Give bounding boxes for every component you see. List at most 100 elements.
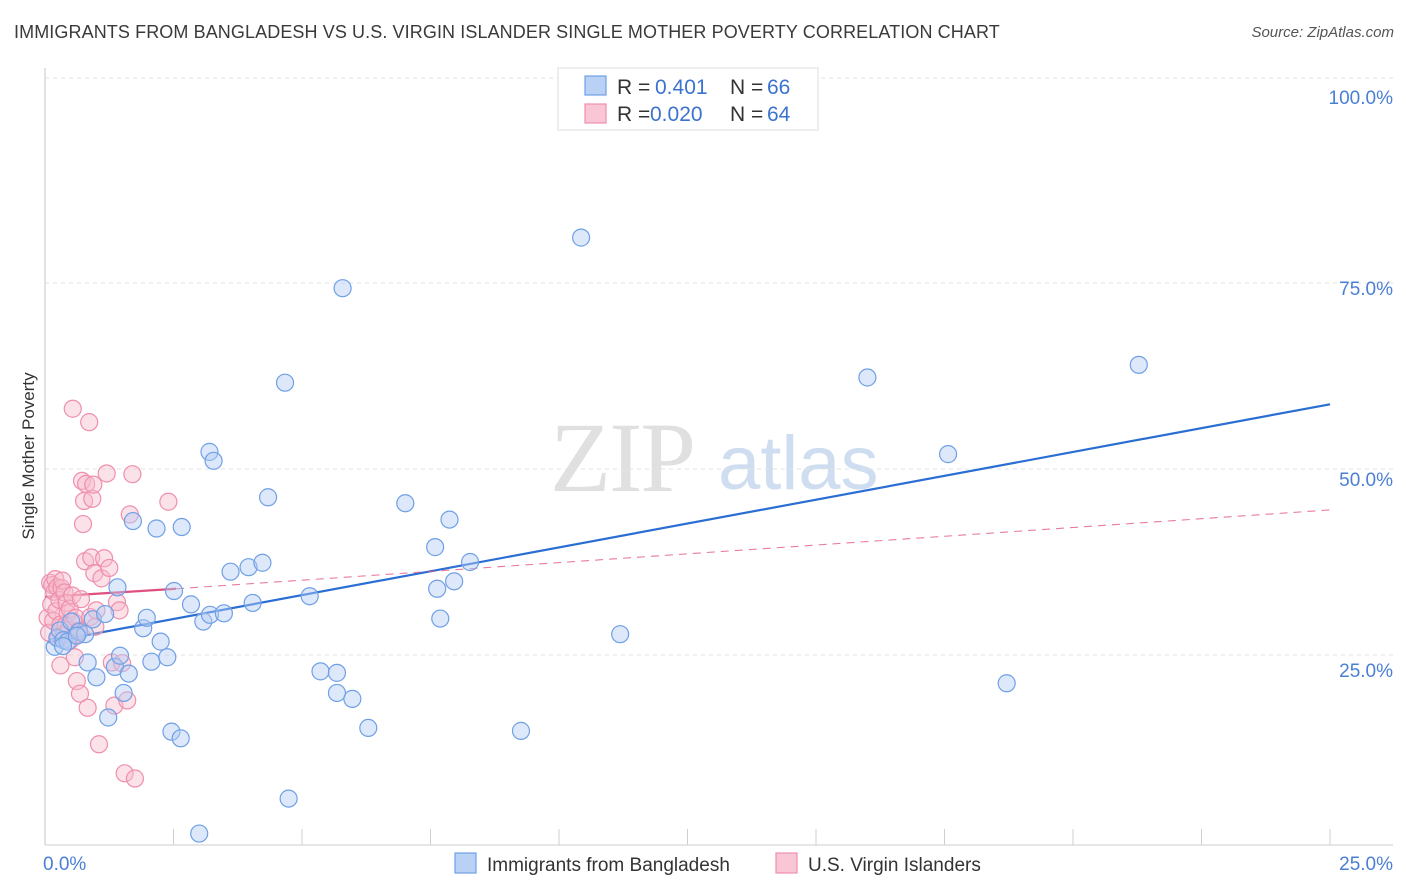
- data-point-bangladesh: [396, 494, 415, 513]
- legend-r-value-1: 0.401: [655, 76, 708, 99]
- legend-swatch-blue: [584, 75, 607, 96]
- data-point-bangladesh: [258, 488, 278, 507]
- chart-title: IMMIGRANTS FROM BANGLADESH VS U.S. VIRGI…: [14, 22, 1000, 42]
- data-point-bangladesh: [440, 510, 459, 529]
- data-point-virgin-islanders: [80, 413, 99, 432]
- data-point-bangladesh: [428, 579, 447, 598]
- data-point-bangladesh: [114, 683, 133, 703]
- tick-labels: 25.0% 50.0% 75.0% 100.0% 0.0% 25.0%: [43, 88, 1393, 875]
- data-point-virgin-islanders: [159, 492, 178, 511]
- y-axis-title: Single Mother Poverty: [19, 372, 38, 540]
- data-point-bangladesh: [359, 718, 378, 738]
- source-label: Source: ZipAtlas.com: [1251, 24, 1394, 41]
- data-point-virgin-islanders: [97, 464, 116, 483]
- data-point-virgin-islanders: [125, 769, 145, 788]
- data-point-virgin-islanders: [70, 684, 90, 703]
- data-point-virgin-islanders: [110, 601, 129, 620]
- data-point-bangladesh: [99, 708, 118, 727]
- data-point-bangladesh: [142, 652, 161, 671]
- data-point-bangladesh: [997, 674, 1016, 693]
- data-point-bangladesh: [200, 605, 220, 624]
- data-point-virgin-islanders: [51, 656, 70, 675]
- data-point-bangladesh: [123, 511, 142, 531]
- data-point-virgin-islanders: [73, 514, 93, 534]
- data-point-bangladesh: [147, 519, 166, 538]
- axes: [44, 68, 1393, 846]
- legend-top: R = 0.401 N = 66 R = 0.020 N = 64: [557, 67, 819, 131]
- data-point-bangladesh: [162, 722, 181, 741]
- data-point-virgin-islanders: [95, 549, 114, 568]
- y-tick-label: 25.0%: [1339, 661, 1393, 682]
- legend-r-value-2: 0.020: [650, 103, 703, 126]
- data-point-bangladesh: [87, 668, 106, 687]
- data-point-bangladesh: [110, 646, 130, 665]
- data-point-virgin-islanders: [87, 601, 106, 620]
- data-point-bangladesh: [311, 662, 330, 681]
- data-point-virgin-islanders: [123, 465, 142, 484]
- data-point-bangladesh: [53, 636, 73, 656]
- legend-bottom: Immigrants from Bangladesh U.S. Virgin I…: [454, 852, 981, 876]
- data-point-virgin-islanders: [84, 475, 103, 494]
- data-point-virgin-islanders: [63, 399, 82, 418]
- bottom-legend-label-pink: U.S. Virgin Islanders: [808, 855, 981, 876]
- data-point-virgin-islanders: [63, 586, 82, 605]
- data-point-bangladesh: [858, 368, 877, 387]
- data-point-bangladesh: [171, 729, 190, 748]
- legend-n-label-2: N =: [730, 103, 763, 126]
- data-point-bangladesh: [511, 721, 531, 740]
- legend-r-label-1: R =: [617, 76, 650, 99]
- data-point-bangladesh: [158, 648, 177, 667]
- y-tick-label: 100.0%: [1329, 88, 1394, 109]
- bottom-legend-swatch-pink: [775, 852, 798, 874]
- data-point-bangladesh: [172, 517, 191, 537]
- legend-n-label-1: N =: [730, 76, 763, 99]
- data-point-bangladesh: [204, 451, 223, 470]
- series-bangladesh: [45, 228, 1148, 843]
- data-point-bangladesh: [119, 664, 138, 683]
- data-point-virgin-islanders: [83, 489, 102, 508]
- data-point-bangladesh: [445, 572, 464, 591]
- data-point-bangladesh: [333, 279, 352, 298]
- data-point-virgin-islanders: [71, 590, 91, 609]
- data-point-virgin-islanders: [81, 607, 100, 627]
- data-point-bangladesh: [253, 553, 272, 572]
- data-point-bangladesh: [1129, 355, 1148, 374]
- data-point-bangladesh: [343, 689, 362, 708]
- data-point-bangladesh: [243, 593, 262, 613]
- watermark-zip: ZIP: [550, 402, 694, 513]
- data-point-bangladesh: [137, 608, 156, 627]
- legend-n-value-2: 64: [767, 103, 791, 126]
- bottom-legend-label-blue: Immigrants from Bangladesh: [487, 855, 730, 876]
- data-point-bangladesh: [239, 558, 258, 577]
- data-point-bangladesh: [200, 442, 219, 461]
- x-tick-label: 25.0%: [1339, 854, 1393, 875]
- data-point-bangladesh: [431, 609, 450, 628]
- data-point-bangladesh: [611, 625, 630, 644]
- data-point-bangladesh: [426, 538, 445, 557]
- data-point-bangladesh: [572, 228, 591, 247]
- data-point-bangladesh: [181, 595, 201, 614]
- data-point-virgin-islanders: [100, 558, 119, 578]
- y-tick-label: 50.0%: [1339, 470, 1393, 491]
- data-point-bangladesh: [151, 632, 170, 651]
- data-point-bangladesh: [460, 552, 480, 572]
- data-point-bangladesh: [96, 604, 115, 624]
- bottom-legend-swatch-blue: [454, 852, 477, 874]
- data-point-bangladesh: [134, 619, 153, 638]
- legend-n-value-1: 66: [767, 76, 790, 99]
- legend-r-label-2: R =: [617, 103, 650, 126]
- data-point-bangladesh: [275, 373, 295, 392]
- data-point-bangladesh: [194, 612, 213, 631]
- trend-line-virgin-islanders-dashed: [176, 509, 1331, 590]
- data-point-virgin-islanders: [115, 764, 134, 783]
- data-point-bangladesh: [300, 587, 319, 606]
- data-point-bangladesh: [221, 562, 240, 581]
- y-tick-label: 75.0%: [1339, 279, 1393, 300]
- data-point-virgin-islanders: [89, 735, 109, 754]
- data-point-bangladesh: [279, 789, 298, 808]
- data-point-bangladesh: [164, 581, 184, 601]
- data-point-bangladesh: [190, 824, 209, 843]
- data-point-bangladesh: [327, 663, 347, 682]
- data-point-bangladesh: [327, 683, 347, 703]
